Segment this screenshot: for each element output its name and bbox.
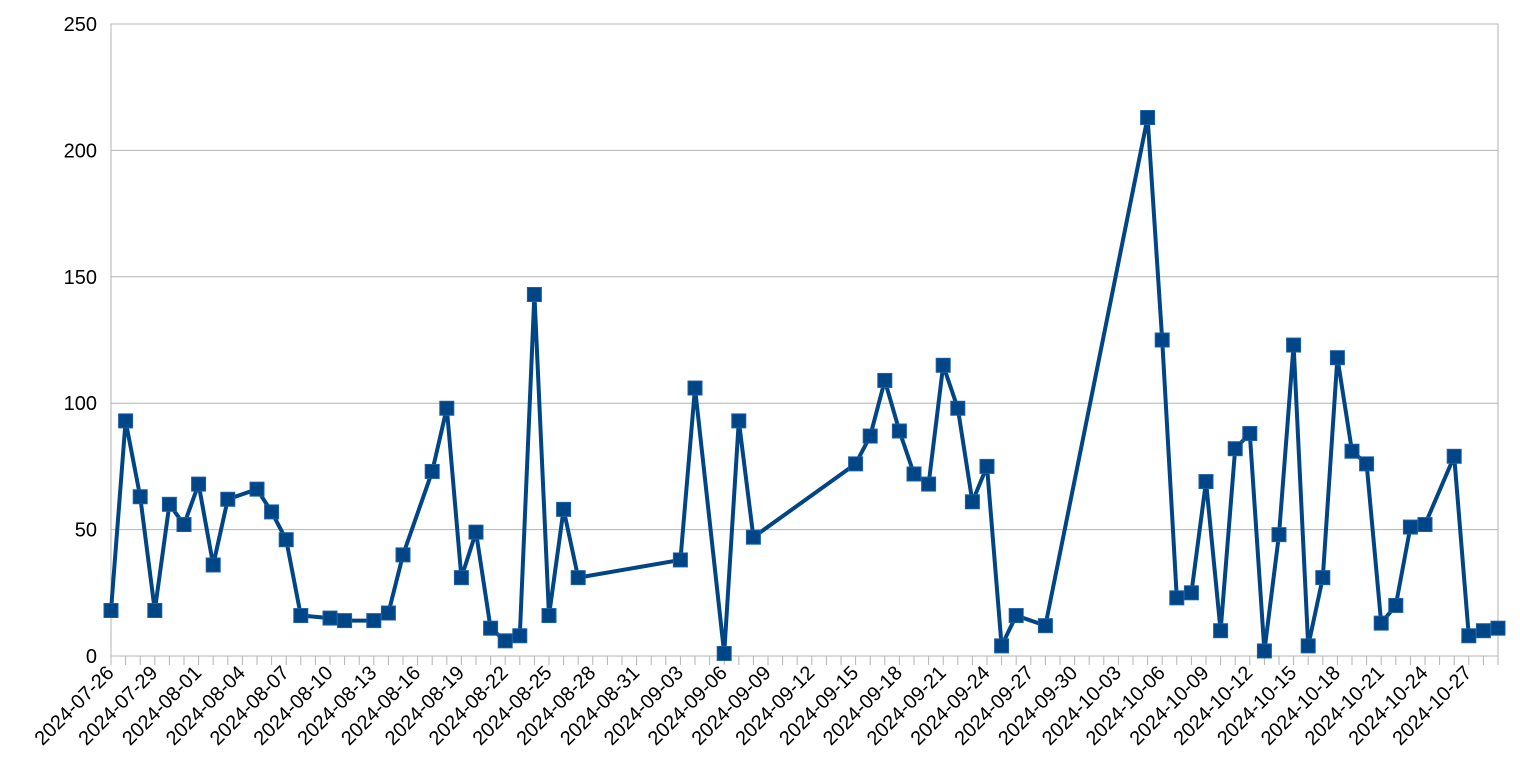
data-point-marker — [1198, 474, 1214, 490]
data-point-marker — [264, 504, 280, 520]
data-point-marker — [439, 400, 455, 416]
y-tick-label: 100 — [64, 393, 97, 415]
data-point-marker — [556, 501, 572, 517]
data-point-marker — [161, 496, 177, 512]
data-point-marker — [497, 633, 513, 649]
data-point-marker — [848, 456, 864, 472]
data-point-marker — [380, 605, 396, 621]
data-point-marker — [950, 400, 966, 416]
data-point-marker — [731, 413, 747, 429]
data-point-marker — [1344, 443, 1360, 459]
data-point-marker — [745, 529, 761, 545]
data-point-marker — [278, 532, 294, 548]
data-point-marker — [994, 638, 1010, 654]
data-point-marker — [877, 372, 893, 388]
data-point-marker — [687, 380, 703, 396]
data-point-marker — [921, 476, 937, 492]
data-point-marker — [1037, 618, 1053, 634]
data-point-marker — [103, 602, 119, 618]
data-point-marker — [337, 613, 353, 629]
data-point-marker — [891, 423, 907, 439]
data-point-marker — [716, 645, 732, 661]
data-point-marker — [906, 466, 922, 482]
data-point-marker — [1315, 570, 1331, 586]
data-point-marker — [1417, 517, 1433, 533]
data-point-marker — [570, 570, 586, 586]
data-point-marker — [205, 557, 221, 573]
data-point-marker — [964, 494, 980, 510]
data-point-marker — [1271, 527, 1287, 543]
data-point-marker — [1242, 426, 1258, 442]
data-point-marker — [935, 357, 951, 373]
data-point-marker — [1154, 332, 1170, 348]
data-point-marker — [1402, 519, 1418, 535]
y-tick-label: 50 — [75, 520, 97, 542]
data-point-marker — [1461, 628, 1477, 644]
x-axis: 2024-07-262024-07-292024-08-012024-08-04… — [31, 656, 1499, 750]
y-tick-label: 250 — [64, 14, 97, 36]
data-point-marker — [483, 620, 499, 636]
data-point-marker — [1169, 590, 1185, 606]
data-point-marker — [862, 428, 878, 444]
data-point-marker — [220, 491, 236, 507]
data-point-marker — [526, 286, 542, 302]
series-line — [109, 115, 1499, 656]
data-point-marker — [366, 613, 382, 629]
data-point-marker — [249, 481, 265, 497]
data-point-marker — [1329, 350, 1345, 366]
y-tick-label: 150 — [64, 267, 97, 289]
data-point-marker — [672, 552, 688, 568]
data-point-marker — [395, 547, 411, 563]
data-point-marker — [1373, 615, 1389, 631]
data-point-marker — [147, 602, 163, 618]
data-point-marker — [1446, 448, 1462, 464]
data-point-marker — [468, 524, 484, 540]
y-tick-label: 0 — [86, 646, 97, 668]
data-point-marker — [1256, 643, 1272, 659]
data-point-marker — [1490, 620, 1506, 636]
data-point-marker — [512, 628, 528, 644]
data-point-marker — [1227, 441, 1243, 457]
data-point-marker — [541, 608, 557, 624]
plot-area-frame — [110, 23, 1499, 657]
data-point-marker — [1140, 110, 1156, 126]
data-point-marker — [1300, 638, 1316, 654]
data-point-marker — [118, 413, 134, 429]
series-group — [103, 110, 1506, 661]
data-point-marker — [1213, 623, 1229, 639]
data-point-marker — [424, 463, 440, 479]
data-point-marker — [293, 608, 309, 624]
data-point-marker — [176, 517, 192, 533]
data-point-marker — [1475, 623, 1491, 639]
data-point-marker — [191, 476, 207, 492]
data-point-marker — [1388, 597, 1404, 613]
data-point-marker — [979, 458, 995, 474]
data-point-marker — [453, 570, 469, 586]
data-point-marker — [132, 489, 148, 505]
data-point-marker — [1183, 585, 1199, 601]
data-point-marker — [322, 610, 338, 626]
y-axis: 0 50 100 150 200 250 — [64, 14, 97, 668]
data-point-marker — [1286, 337, 1302, 353]
y-tick-label: 200 — [64, 140, 97, 162]
data-point-marker — [1008, 608, 1024, 624]
data-point-marker — [1359, 456, 1375, 472]
